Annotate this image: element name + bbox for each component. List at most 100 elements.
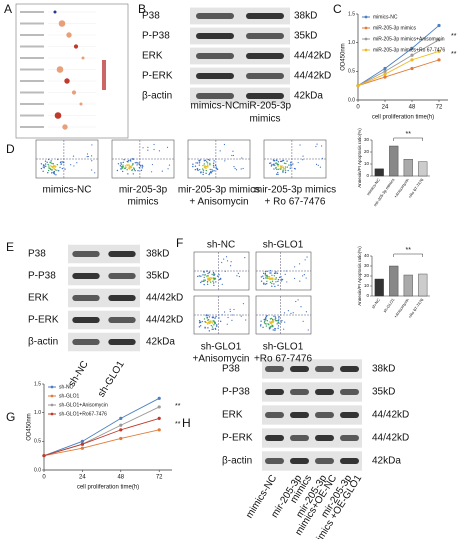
- flow-dot: [240, 315, 242, 317]
- series-line: [43, 417, 160, 457]
- enrich-dot: [54, 112, 62, 119]
- flow-dot: [197, 169, 199, 172]
- panel-label: G: [6, 410, 15, 424]
- flow-dot: [203, 160, 206, 162]
- protein-label: ERK: [222, 410, 243, 421]
- flow-dot: [131, 164, 133, 167]
- legend-label: miR-205-3p mimics+Anisomycin: [373, 36, 445, 42]
- flow-dot: [215, 315, 217, 318]
- flow-dot: [260, 320, 262, 322]
- protein-label: β-actin: [222, 456, 252, 467]
- series-line: [43, 397, 160, 457]
- flow-dot: [208, 278, 210, 280]
- bar: [418, 161, 428, 177]
- flow-dot: [219, 278, 222, 280]
- flow-dot: [238, 275, 241, 278]
- bar: [403, 158, 413, 177]
- flow-dot: [122, 164, 124, 166]
- flow-dot: [306, 256, 308, 258]
- y-tick-label: 20: [364, 273, 370, 278]
- flow-dot: [86, 153, 89, 155]
- flow-dot: [208, 172, 211, 174]
- flow-dot: [274, 316, 277, 318]
- flow-dot: [206, 162, 209, 164]
- flow-dot: [209, 321, 211, 323]
- panel-label: D: [6, 142, 15, 156]
- blot-band: [72, 295, 100, 301]
- flow-dot: [277, 280, 279, 283]
- row-text: [20, 80, 44, 82]
- flow-dot: [201, 168, 204, 170]
- blot-band: [290, 389, 309, 395]
- flow-dot: [275, 162, 277, 164]
- blot-strip: [262, 451, 362, 471]
- flow-dot: [276, 323, 278, 325]
- blot-band: [290, 366, 309, 372]
- flow-dot: [126, 160, 128, 163]
- blot-band: [246, 73, 284, 79]
- data-point: [119, 436, 123, 441]
- y-tick-label: 1.0: [34, 410, 41, 416]
- flow-dot: [195, 162, 197, 164]
- size-label: 44/42kD: [146, 315, 183, 326]
- flow-dot: [226, 323, 228, 325]
- flow-dot: [287, 169, 289, 172]
- flow-dot: [229, 310, 231, 313]
- blot-strip: [68, 244, 140, 264]
- flow-dot: [280, 165, 283, 168]
- flow-dot: [202, 274, 204, 276]
- blot-strip: [262, 405, 362, 425]
- flow-dot: [277, 165, 279, 167]
- flow-dot: [53, 168, 55, 170]
- blot-band: [246, 13, 284, 19]
- legend-swatch: [50, 412, 54, 416]
- flow-dot: [277, 161, 280, 163]
- size-label: 44/42kD: [372, 410, 409, 421]
- flow-dot: [210, 324, 213, 327]
- flow-dot: [264, 270, 267, 273]
- flow-dot: [241, 157, 243, 159]
- flow-dot: [213, 166, 215, 168]
- flow-dot: [61, 167, 64, 170]
- flow-dot: [207, 319, 209, 321]
- bar: [374, 278, 384, 297]
- enrich-dot: [56, 66, 64, 73]
- y-axis-label: OD450nm: [341, 43, 347, 70]
- flow-dot: [56, 169, 58, 172]
- flow-dot: [273, 275, 275, 277]
- flow-dot: [270, 272, 272, 274]
- data-point: [157, 405, 161, 409]
- flow-dot: [284, 273, 286, 275]
- flow-dot: [265, 283, 268, 285]
- flow-dot: [230, 261, 232, 263]
- flow-dot: [267, 275, 269, 278]
- flow-dot: [51, 162, 53, 165]
- blot-band: [315, 458, 334, 464]
- data-point: [42, 454, 46, 458]
- flow-dot: [126, 164, 128, 166]
- flow-dot: [168, 164, 171, 166]
- flow-dot: [244, 256, 246, 259]
- data-point: [437, 23, 441, 28]
- protein-label: P38: [222, 364, 240, 375]
- flow-dot: [207, 314, 209, 316]
- flow-dot: [211, 326, 214, 328]
- flow-dot: [218, 278, 221, 281]
- flow-dot: [136, 164, 138, 166]
- flow-dot: [206, 317, 208, 319]
- flow-dot: [269, 327, 271, 330]
- series-line: [357, 25, 440, 87]
- flow-dot: [212, 162, 215, 164]
- panel-label: A: [4, 2, 12, 16]
- flow-dot: [120, 162, 122, 164]
- flow-dot: [224, 270, 226, 272]
- flow-dot: [133, 168, 136, 171]
- significance: **: [451, 33, 457, 40]
- flow-dot: [298, 263, 301, 265]
- row-text: [20, 22, 44, 25]
- flow-dot: [132, 173, 134, 175]
- flow-dot: [268, 276, 270, 278]
- flow-dot: [136, 161, 138, 164]
- flow-dot: [231, 154, 233, 157]
- flow-dot: [91, 155, 93, 157]
